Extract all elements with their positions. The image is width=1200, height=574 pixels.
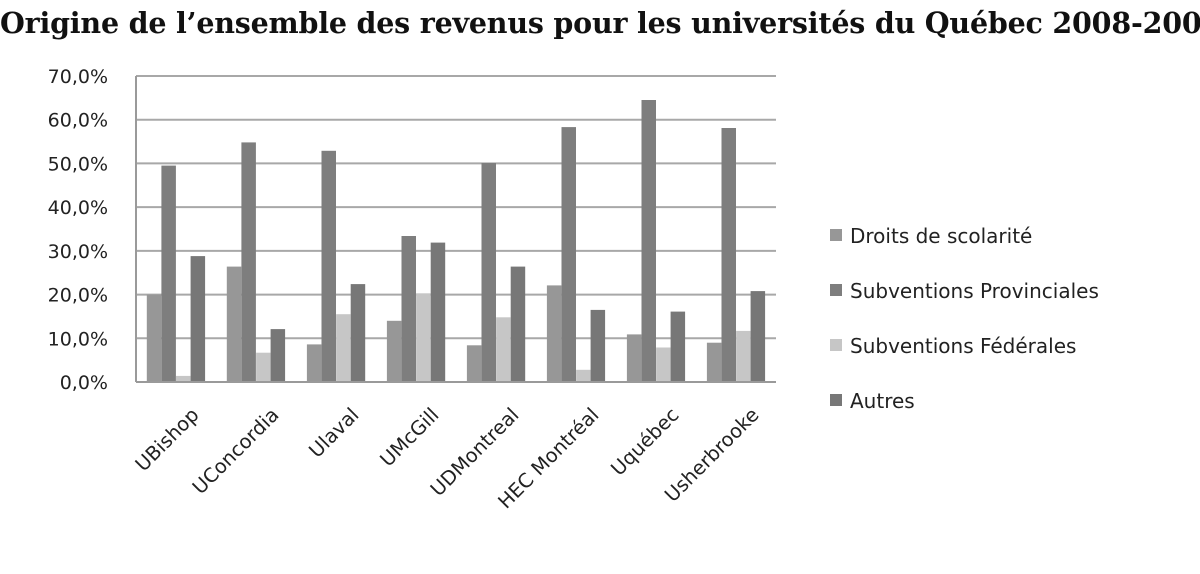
bar bbox=[576, 369, 591, 382]
legend-label: Autres bbox=[850, 389, 915, 413]
bar bbox=[336, 314, 351, 382]
bar bbox=[190, 256, 206, 382]
y-tick-label: 30,0% bbox=[48, 241, 108, 263]
bar bbox=[736, 330, 751, 382]
legend-label: Subventions Fédérales bbox=[850, 334, 1076, 358]
y-tick-label: 60,0% bbox=[48, 110, 108, 132]
chart-title: Origine de l’ensemble des revenus pour l… bbox=[0, 6, 1200, 40]
bar bbox=[416, 293, 431, 382]
bar bbox=[656, 347, 671, 382]
bar bbox=[561, 127, 576, 382]
bar bbox=[350, 284, 366, 382]
x-category-label: Ulaval bbox=[304, 403, 363, 462]
bar bbox=[590, 309, 606, 382]
x-category-label: UConcordia bbox=[188, 403, 284, 499]
legend: Droits de scolarité Subventions Provincia… bbox=[830, 224, 1099, 413]
y-tick-label: 40,0% bbox=[48, 197, 108, 219]
bar bbox=[146, 294, 162, 382]
y-tick-label: 10,0% bbox=[48, 328, 108, 350]
y-tick-label: 20,0% bbox=[48, 285, 108, 307]
bar bbox=[176, 375, 191, 382]
y-tick-label: 70,0% bbox=[48, 66, 108, 88]
bar bbox=[321, 150, 336, 382]
bar bbox=[241, 142, 256, 382]
bar bbox=[546, 285, 562, 382]
bar bbox=[626, 334, 642, 382]
bar bbox=[386, 320, 402, 382]
legend-swatch bbox=[830, 394, 842, 406]
y-tick-label: 0,0% bbox=[60, 372, 108, 394]
bar bbox=[641, 100, 656, 382]
legend-swatch bbox=[830, 339, 842, 351]
bar bbox=[430, 242, 446, 382]
bar bbox=[306, 344, 322, 382]
bar bbox=[270, 329, 286, 382]
bars bbox=[146, 100, 766, 382]
bar bbox=[706, 342, 722, 382]
legend-label: Droits de scolarité bbox=[850, 224, 1032, 248]
legend-label: Subventions Provinciales bbox=[850, 279, 1099, 303]
bar bbox=[466, 345, 482, 382]
x-category-label: Uquébec bbox=[606, 403, 683, 480]
bar bbox=[670, 311, 686, 382]
bar bbox=[226, 266, 242, 382]
bar bbox=[496, 317, 511, 382]
bar bbox=[510, 266, 526, 382]
x-category-label: UMcGill bbox=[376, 403, 444, 471]
axes bbox=[135, 76, 776, 383]
bar bbox=[401, 236, 416, 382]
y-tick-label: 50,0% bbox=[48, 153, 108, 175]
bar bbox=[481, 163, 496, 382]
legend-swatch bbox=[830, 284, 842, 296]
y-axis-tick-labels: 0,0% 10,0% 20,0% 30,0% 40,0% 50,0% 60,0% 70,0% bbox=[48, 66, 108, 394]
bar bbox=[256, 352, 271, 382]
legend-swatch bbox=[830, 229, 842, 241]
bar bbox=[721, 128, 736, 382]
bar bbox=[161, 165, 176, 382]
x-category-label: UBishop bbox=[131, 403, 204, 476]
bar bbox=[750, 291, 766, 382]
